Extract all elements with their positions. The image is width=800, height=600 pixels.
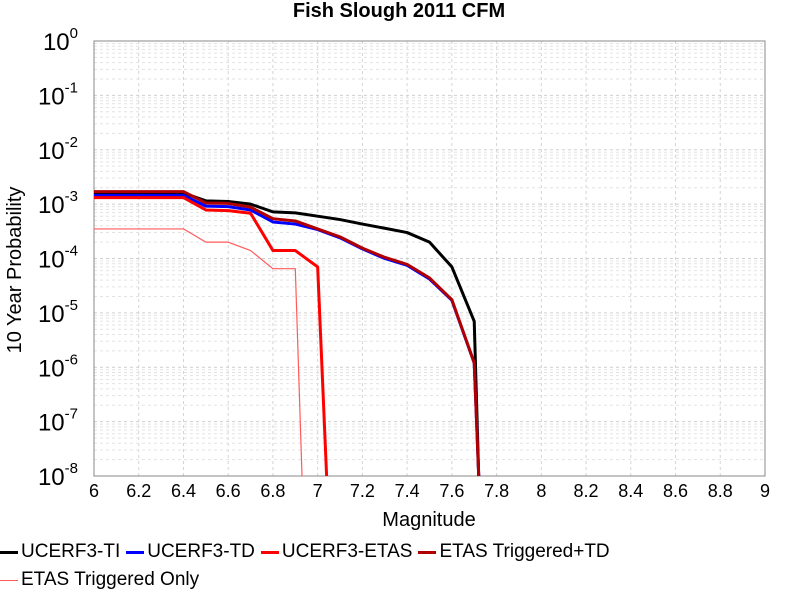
y-tick-label: 10-5 — [38, 297, 78, 328]
legend-item-ucerf3-td: UCERF3-TD — [126, 541, 255, 563]
legend-item-ucerf3-ti: UCERF3-TI — [0, 541, 120, 563]
series-line-ucerf3-td — [94, 193, 481, 476]
x-ticks: 6 6.2 6.4 6.6 6.8 7 7.2 7.4 7.6 7.8 8 8.2 8.4 8.6 8.8 9 — [89, 481, 770, 501]
legend-swatch-etas-triggered-only — [0, 579, 18, 581]
legend-swatch-ucerf3-etas — [260, 550, 279, 554]
y-ticks: 100 10-1 10-2 10-3 10-4 10-5 10-6 10-7 10-8 — [38, 25, 78, 491]
legend-item-etas-triggered-td: ETAS Triggered+TD — [418, 541, 610, 563]
x-tick-label: 8.2 — [574, 481, 599, 501]
series-line-ucerf3-etas — [94, 196, 329, 476]
x-tick-label: 6.2 — [126, 481, 151, 501]
legend-row-1: UCERF3-TI UCERF3-TD UCERF3-ETAS ETAS Tri… — [0, 538, 800, 566]
x-tick-label: 8.6 — [663, 481, 688, 501]
x-tick-label: 8.4 — [618, 481, 643, 501]
legend-label-ucerf3-td: UCERF3-TD — [147, 541, 255, 562]
y-tick-label: 10-6 — [38, 351, 78, 382]
y-tick-label: 100 — [43, 25, 78, 56]
y-tick-label: 10-1 — [38, 79, 78, 110]
y-tick-label: 10-4 — [38, 243, 78, 274]
x-tick-label: 7.8 — [484, 481, 509, 501]
series-line-etas-triggered-only — [94, 228, 303, 476]
x-axis-label: Magnitude — [382, 509, 475, 531]
x-tick-label: 6 — [89, 481, 99, 501]
legend-label-etas-triggered-td: ETAS Triggered+TD — [439, 541, 610, 562]
series-group — [94, 190, 481, 476]
y-tick-label: 10-8 — [38, 460, 78, 491]
x-tick-label: 9 — [760, 481, 770, 501]
y-tick-label: 10-3 — [38, 188, 78, 219]
series-line-etas-triggered-td — [94, 190, 481, 476]
chart-title: Fish Slough 2011 CFM — [293, 0, 505, 22]
x-tick-label: 7.6 — [439, 481, 464, 501]
x-tick-label: 7.4 — [395, 481, 420, 501]
x-tick-label: 6.4 — [171, 481, 196, 501]
legend-item-ucerf3-etas: UCERF3-ETAS — [260, 541, 413, 563]
x-tick-label: 7 — [313, 481, 323, 501]
series-line-ucerf3-ti — [94, 191, 481, 476]
legend-row-2: ETAS Triggered Only — [0, 566, 800, 594]
plot-area-border — [93, 40, 766, 477]
y-axis-label: 10 Year Probability — [4, 187, 26, 354]
y-tick-label: 10-7 — [38, 406, 78, 437]
x-tick-label: 8.8 — [708, 481, 733, 501]
x-tick-label: 6.8 — [260, 481, 285, 501]
x-tick-label: 6.6 — [216, 481, 241, 501]
x-tick-label: 8 — [536, 481, 546, 501]
legend-item-etas-triggered-only: ETAS Triggered Only — [0, 569, 199, 591]
x-tick-label: 7.2 — [350, 481, 375, 501]
legend-swatch-ucerf3-ti — [0, 550, 18, 554]
grid — [93, 41, 766, 477]
legend: UCERF3-TI UCERF3-TD UCERF3-ETAS ETAS Tri… — [0, 538, 800, 594]
legend-swatch-ucerf3-td — [126, 550, 145, 554]
y-tick-label: 10-2 — [38, 134, 78, 165]
legend-swatch-etas-triggered-td — [418, 550, 437, 554]
legend-label-etas-triggered-only: ETAS Triggered Only — [21, 569, 200, 590]
legend-label-ucerf3-etas: UCERF3-ETAS — [281, 541, 413, 562]
legend-label-ucerf3-ti: UCERF3-TI — [21, 541, 121, 562]
